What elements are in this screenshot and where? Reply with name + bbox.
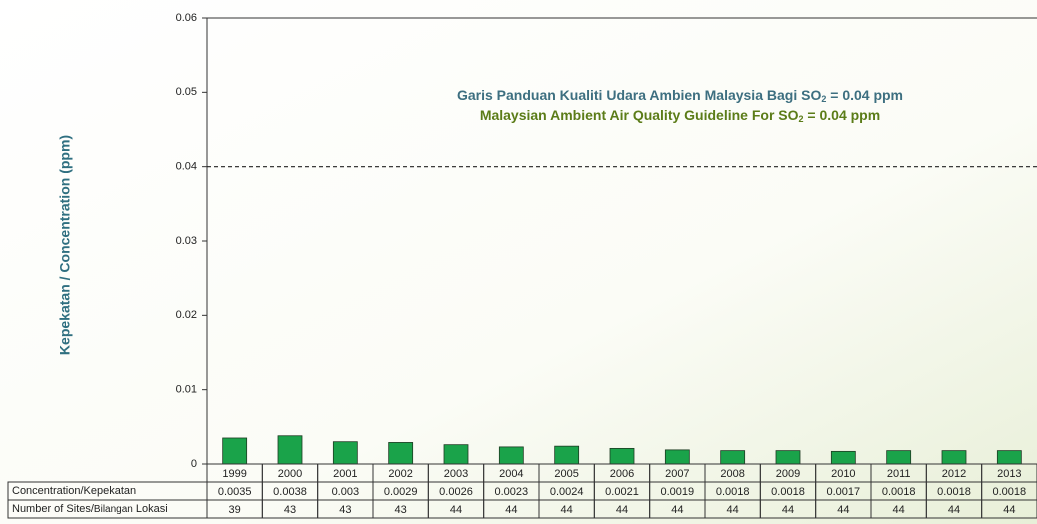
x-tick-label: 2008 [720, 468, 744, 480]
x-tick-label: 2003 [444, 468, 468, 480]
bar [720, 450, 746, 465]
y-tick-label: 0.06 [176, 12, 197, 24]
annotation: Garis Panduan Kualiti Udara Ambien Malay… [457, 87, 903, 105]
bar [554, 445, 580, 465]
bar [664, 449, 690, 465]
y-axis-label: Kepekatan / Concentration (ppm) [57, 135, 73, 355]
table-value: 0.0038 [273, 486, 307, 498]
table-value: 0.0018 [716, 486, 750, 498]
table-value: 0.0019 [661, 486, 695, 498]
row-label: Concentration/Kepekatan [12, 485, 136, 497]
table-value: 0.0024 [550, 486, 584, 498]
table-value: 44 [837, 504, 849, 516]
table-value: 0.0021 [605, 486, 639, 498]
bar [222, 437, 248, 465]
table-cell [981, 499, 1037, 519]
table-value: 0.0026 [439, 486, 473, 498]
x-tick-label: 2013 [997, 468, 1021, 480]
table-value: 43 [339, 504, 351, 516]
y-tick-label: 0.04 [176, 161, 197, 173]
table-value: 44 [561, 504, 573, 516]
annotation: Malaysian Ambient Air Quality Guideline … [480, 107, 880, 125]
table-value: 44 [782, 504, 794, 516]
x-tick-label: 2006 [610, 468, 634, 480]
x-tick-label: 1999 [222, 468, 246, 480]
y-tick-label: 0.02 [176, 309, 197, 321]
annotation-text: Garis Panduan Kualiti Udara Ambien Malay… [457, 87, 821, 103]
table-value: 44 [671, 504, 683, 516]
table-value: 44 [505, 504, 517, 516]
table-value: 0.0035 [218, 486, 252, 498]
table-value: 0.0018 [993, 486, 1027, 498]
x-tick-label: 2004 [499, 468, 523, 480]
annotation-text: = 0.04 ppm [826, 87, 903, 103]
row-label-text: Lokasi [133, 503, 168, 515]
table-value: 0.003 [332, 486, 360, 498]
bar [277, 435, 303, 465]
annotation-text: 2 [821, 94, 826, 104]
x-tick-label: 2007 [665, 468, 689, 480]
bar [388, 442, 414, 465]
annotation-text: Malaysian Ambient Air Quality Guideline … [480, 107, 799, 123]
row-label-text: Bilangan [94, 504, 133, 515]
y-tick-label: 0.03 [176, 235, 197, 247]
table-value: 44 [1003, 504, 1015, 516]
bar [443, 444, 469, 465]
bar [941, 450, 967, 465]
table-value: 39 [229, 504, 241, 516]
bar [830, 450, 856, 465]
table-value: 44 [727, 504, 739, 516]
table-value: 0.0018 [882, 486, 916, 498]
table-value: 44 [616, 504, 628, 516]
x-tick-label: 2002 [388, 468, 412, 480]
table-value: 43 [395, 504, 407, 516]
x-tick-label: 2012 [942, 468, 966, 480]
x-tick-label: 2009 [776, 468, 800, 480]
x-tick-label: 2011 [887, 468, 911, 480]
y-tick-label: 0.05 [176, 86, 197, 98]
bar [498, 446, 524, 465]
row-label: Number of Sites/Bilangan Lokasi [12, 503, 168, 515]
x-tick-label: 2001 [333, 468, 357, 480]
bar [332, 441, 358, 465]
x-tick-label: 2000 [278, 468, 302, 480]
table-value: 44 [948, 504, 960, 516]
table-value: 44 [893, 504, 905, 516]
bar [996, 450, 1022, 465]
bar [886, 450, 912, 465]
table-value: 0.0018 [937, 486, 971, 498]
x-tick-label: 2010 [831, 468, 855, 480]
y-tick-label: 0 [191, 458, 197, 470]
bar [609, 447, 635, 465]
y-tick-label: 0.01 [176, 384, 197, 396]
table-value: 0.0017 [827, 486, 861, 498]
x-tick-label: 2005 [554, 468, 578, 480]
table-value: 0.0029 [384, 486, 418, 498]
annotation-text: 2 [799, 114, 804, 124]
table-value: 44 [450, 504, 462, 516]
table-value: 0.0023 [495, 486, 529, 498]
bar [775, 450, 801, 465]
table-value: 43 [284, 504, 296, 516]
table-value: 0.0018 [771, 486, 805, 498]
row-label-text: Number of Sites/ [12, 503, 95, 515]
annotation-text: = 0.04 ppm [804, 107, 881, 123]
